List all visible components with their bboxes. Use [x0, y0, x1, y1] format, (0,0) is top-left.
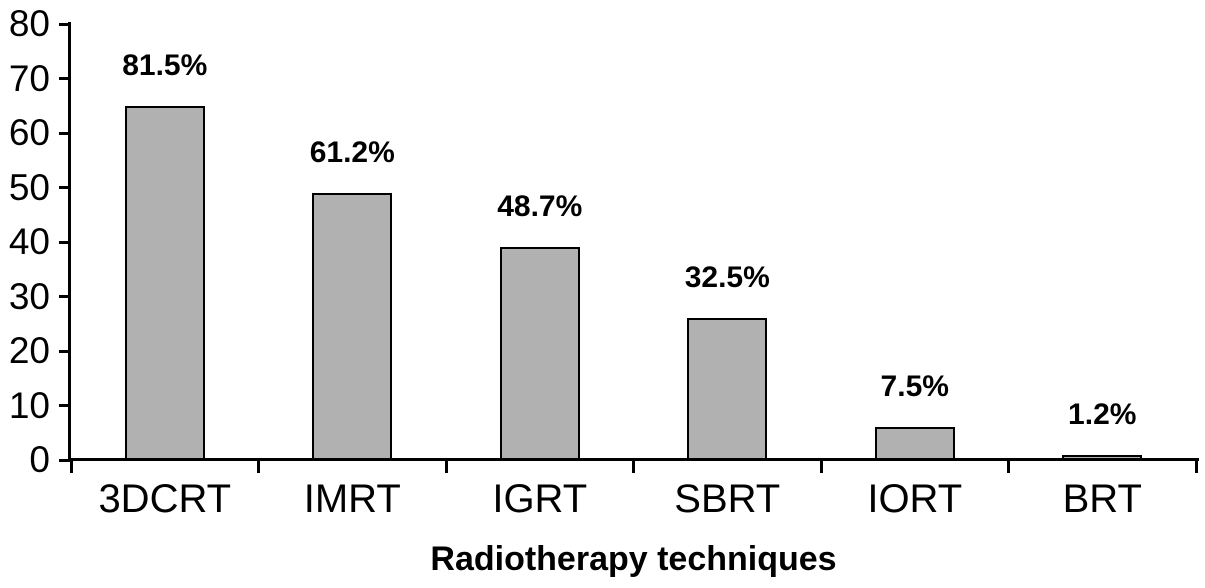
y-tick-mark: [59, 77, 71, 80]
x-tick-mark: [1007, 461, 1010, 473]
x-category-label-3dcrt: 3DCRT: [98, 477, 232, 521]
x-tick-mark: [632, 461, 635, 473]
y-tick-label: 70: [8, 57, 50, 99]
x-axis-line: [68, 458, 1199, 461]
x-axis-title: Radiotherapy techniques: [430, 540, 837, 578]
y-tick-mark: [59, 186, 71, 189]
x-tick-mark: [444, 461, 448, 473]
y-tick-label: 80: [8, 3, 50, 44]
x-tick-mark: [819, 461, 823, 473]
y-tick-mark: [59, 295, 71, 298]
bar-igrt: [499, 247, 580, 460]
bar-value-label-sbrt: 32.5%: [684, 261, 770, 294]
bar-brt: [1062, 455, 1143, 460]
bar-value-label-iort: 7.5%: [880, 370, 949, 403]
y-tick-label: 10: [8, 384, 50, 426]
y-tick-label: 0: [29, 439, 50, 480]
x-category-label-igrt: IGRT: [492, 477, 588, 521]
bar-sbrt: [687, 318, 768, 460]
bar-value-label-brt: 1.2%: [1068, 398, 1137, 431]
y-tick-mark: [59, 349, 71, 353]
bar-3dcrt: [124, 106, 205, 460]
x-category-label-sbrt: SBRT: [674, 477, 781, 521]
y-tick-label: 20: [8, 330, 50, 371]
x-category-label-imrt: IMRT: [303, 477, 401, 521]
bar-value-label-imrt: 61.2%: [309, 136, 395, 169]
bar-value-label-igrt: 48.7%: [497, 190, 583, 223]
bar-iort: [874, 427, 955, 460]
y-tick-mark: [59, 22, 71, 26]
y-tick-mark: [59, 131, 71, 135]
x-tick-mark: [69, 461, 73, 473]
bar-imrt: [312, 193, 393, 460]
y-tick-label: 60: [8, 112, 50, 153]
x-tick-mark: [1194, 461, 1198, 473]
y-tick-label: 30: [8, 275, 50, 317]
y-tick-label: 50: [8, 166, 50, 208]
x-category-label-iort: IORT: [867, 477, 963, 521]
bar-value-label-3dcrt: 81.5%: [122, 49, 208, 82]
y-tick-mark: [59, 458, 71, 462]
y-tick-label: 40: [8, 221, 50, 262]
x-tick-mark: [257, 461, 260, 473]
x-category-label-brt: BRT: [1062, 477, 1142, 521]
y-tick-mark: [59, 240, 71, 244]
y-tick-mark: [59, 404, 71, 407]
